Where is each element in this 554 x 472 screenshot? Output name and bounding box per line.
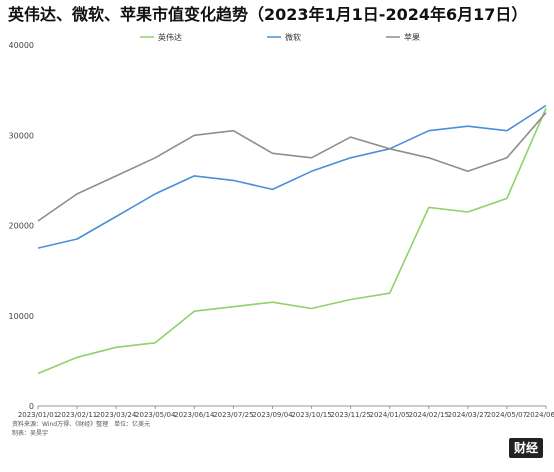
y-tick-label: 10000 [9,312,34,321]
legend-label: 英伟达 [158,32,182,42]
x-tick-label: 2023/09/04 [252,411,293,419]
y-tick-label: 30000 [9,131,34,140]
logo: 财经 [509,438,543,458]
x-tick-label: 2023/01/01 [18,411,58,419]
logo-box [509,438,543,458]
x-tick-label: 2023/02/11 [57,411,97,419]
x-axis: 2023/01/012023/02/112023/03/242023/05/04… [18,406,554,419]
x-tick-label: 2023/06/14 [174,411,215,419]
x-tick-label: 2024/02/15 [409,411,449,419]
legend-label: 微软 [285,32,301,42]
x-tick-label: 2024/06/17 [526,411,554,419]
editor-note: 制表：吴昊宇 [12,429,48,437]
y-axis: 0 10000 20000 30000 40000 [9,41,34,411]
x-tick-label: 2024/05/07 [487,411,527,419]
y-tick-label: 0 [29,402,34,411]
series-line [37,112,547,222]
y-tick-label: 40000 [9,41,34,50]
x-tick-label: 2024/03/27 [448,411,488,419]
x-tick-label: 2023/11/25 [330,411,370,419]
x-tick-label: 2023/10/15 [291,411,331,419]
legend: 英伟达 微软 苹果 [140,32,420,42]
legend-label: 苹果 [404,32,420,42]
x-tick-label: 2024/01/05 [370,411,410,419]
x-tick-label: 2023/03/24 [96,411,137,419]
series-line [37,107,547,375]
source-note: 资料来源：Wind万得、《财经》整理 单位：亿美元 [12,420,150,428]
x-tick-label: 2023/07/25 [213,411,253,419]
series-line [37,104,547,249]
logo-text: 财经 [513,440,538,455]
chart-title: 英伟达、微软、苹果市值变化趋势（2023年1月1日-2024年6月17日） [7,5,527,24]
x-tick-label: 2023/05/04 [135,411,176,419]
y-tick-label: 20000 [9,222,34,231]
series-lines [37,104,547,375]
